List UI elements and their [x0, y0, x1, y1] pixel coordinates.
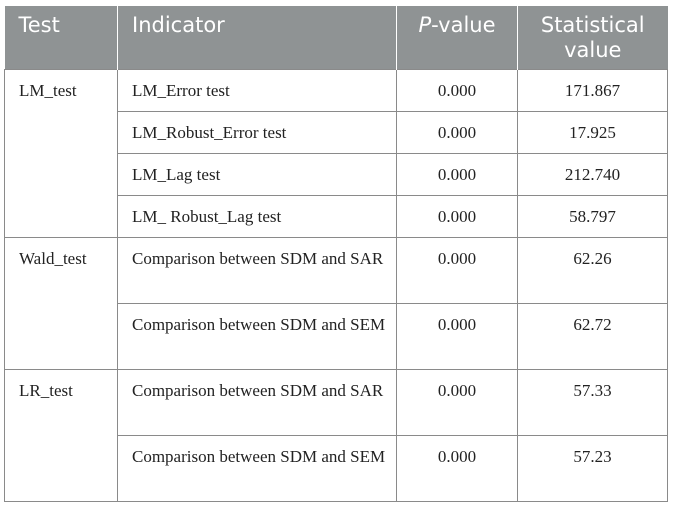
table-row: LM_ Robust_Lag test 0.000 58.797 [5, 195, 668, 238]
header-test: Test [4, 6, 118, 70]
table-row: Comparison between SDM and SEM 0.000 62.… [5, 303, 668, 370]
indicator-cell: LM_ Robust_Lag test [117, 195, 397, 238]
table-row: LR_test Comparison between SDM and SAR 0… [4, 369, 668, 502]
p-value-cell: 0.000 [396, 369, 518, 436]
indicator-cell: Comparison between SDM and SEM [117, 435, 397, 502]
table-row: Comparison between SDM and SEM 0.000 57.… [5, 435, 668, 502]
table-row: LM_test LM_Error test 0.000 171.867 [4, 69, 668, 238]
p-value-cell: 0.000 [396, 69, 518, 112]
stat-value-cell: 212.740 [517, 153, 668, 196]
table-row: LM_Robust_Error test 0.000 17.925 [5, 111, 668, 154]
test-cell: LR_test [4, 369, 118, 502]
indicator-cell: Comparison between SDM and SAR [117, 237, 397, 304]
stat-value-cell: 57.33 [517, 369, 668, 436]
p-value-cell: 0.000 [396, 303, 518, 370]
p-value-cell: 0.000 [396, 111, 518, 154]
indicator-cell: LM_Error test [117, 69, 397, 112]
indicator-cell: LM_Lag test [117, 153, 397, 196]
indicator-cell: Comparison between SDM and SEM [117, 303, 397, 370]
header-indicator: Indicator [117, 6, 397, 70]
stat-value-cell: 57.23 [517, 435, 668, 502]
indicator-cell: Comparison between SDM and SAR [117, 369, 397, 436]
test-cell: LM_test [4, 69, 118, 238]
header-p-value: P-value [396, 6, 518, 70]
stat-value-cell: 58.797 [517, 195, 668, 238]
p-value-cell: 0.000 [396, 237, 518, 304]
indicator-cell: LM_Robust_Error test [117, 111, 397, 154]
header-row: Test Indicator P-value Statistical value [4, 6, 668, 70]
header-p-suffix: -value [431, 13, 496, 37]
p-value-cell: 0.000 [396, 435, 518, 502]
header-statistical-value: Statistical value [517, 6, 668, 70]
p-value-cell: 0.000 [396, 195, 518, 238]
table-row: Wald_test Comparison between SDM and SAR… [4, 237, 668, 370]
header-p-italic: P [418, 13, 432, 37]
table-row: LM_Lag test 0.000 212.740 [5, 153, 668, 196]
stat-value-cell: 17.925 [517, 111, 668, 154]
stat-value-cell: 62.72 [517, 303, 668, 370]
stat-value-cell: 171.867 [517, 69, 668, 112]
test-cell: Wald_test [4, 237, 118, 370]
results-table: Test Indicator P-value Statistical value… [4, 6, 668, 502]
p-value-cell: 0.000 [396, 153, 518, 196]
stat-value-cell: 62.26 [517, 237, 668, 304]
